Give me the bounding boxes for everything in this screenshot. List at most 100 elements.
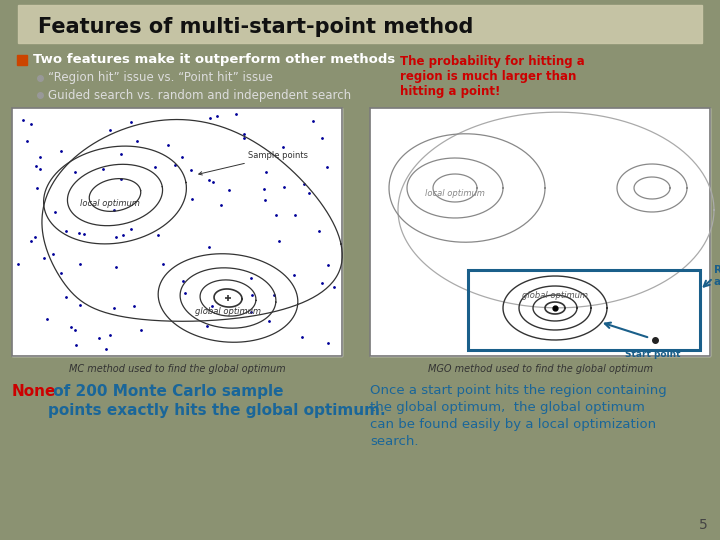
Point: [152, 230, 163, 239]
Point: [55, 269, 67, 278]
Text: local optimum: local optimum: [425, 188, 485, 198]
Point: [29, 233, 40, 242]
Point: [126, 118, 138, 126]
Point: [117, 231, 128, 239]
Text: The probability for hitting a: The probability for hitting a: [400, 55, 585, 68]
Point: [296, 333, 307, 341]
Point: [24, 120, 36, 129]
Point: [273, 237, 284, 245]
Point: [259, 196, 271, 205]
Point: [211, 112, 222, 120]
Text: “Region hit” issue vs. “Point hit” issue: “Region hit” issue vs. “Point hit” issue: [48, 71, 273, 84]
Point: [17, 115, 28, 124]
Point: [149, 163, 161, 171]
Point: [201, 322, 212, 330]
Point: [307, 117, 319, 125]
Point: [78, 230, 90, 238]
Point: [75, 301, 86, 309]
Text: hitting a point!: hitting a point!: [400, 85, 500, 98]
Point: [206, 301, 217, 310]
Point: [65, 323, 76, 332]
Point: [303, 188, 315, 197]
Text: Region of
attraction: Region of attraction: [714, 265, 720, 287]
Point: [31, 162, 42, 171]
Point: [104, 126, 115, 135]
Bar: [18, 5, 702, 43]
Point: [263, 317, 274, 326]
Point: [246, 273, 257, 282]
Point: [60, 226, 72, 235]
Point: [157, 260, 168, 268]
Text: region is much larger than: region is much larger than: [400, 70, 577, 83]
Text: MC method used to find the global optimum: MC method used to find the global optimu…: [68, 364, 285, 374]
Point: [48, 249, 59, 258]
Point: [321, 163, 333, 171]
Text: local optimum: local optimum: [80, 199, 140, 207]
Point: [108, 304, 120, 313]
Point: [288, 271, 300, 279]
Point: [170, 161, 181, 170]
Point: [279, 183, 290, 192]
Point: [204, 114, 215, 123]
Point: [115, 150, 127, 158]
Point: [277, 143, 289, 151]
Point: [230, 109, 242, 118]
Bar: [370, 108, 710, 356]
Text: 5: 5: [699, 518, 708, 532]
Point: [176, 152, 187, 161]
Point: [203, 242, 215, 251]
Point: [162, 141, 174, 150]
Point: [215, 200, 227, 209]
Point: [115, 174, 127, 183]
Point: [131, 137, 143, 145]
Point: [55, 146, 67, 155]
Point: [258, 185, 270, 193]
Bar: [12, 108, 342, 356]
Point: [323, 260, 334, 269]
Text: Two features make it outperform other methods: Two features make it outperform other me…: [33, 53, 395, 66]
Point: [34, 152, 45, 161]
Point: [298, 180, 310, 188]
Point: [12, 260, 24, 268]
Point: [260, 168, 271, 177]
Point: [125, 225, 137, 234]
Point: [316, 134, 328, 143]
Bar: [370, 108, 710, 356]
Point: [111, 232, 122, 241]
Point: [42, 314, 53, 323]
Point: [246, 291, 258, 299]
Point: [69, 167, 81, 176]
Point: [316, 279, 328, 287]
Text: Sample points: Sample points: [199, 151, 308, 175]
Text: MGO method used to find the global optimum: MGO method used to find the global optim…: [428, 364, 652, 374]
Point: [245, 308, 256, 317]
Bar: [468, 270, 700, 350]
Point: [238, 133, 250, 142]
Point: [224, 185, 235, 194]
Point: [271, 210, 282, 219]
Text: Guided search vs. random and independent search: Guided search vs. random and independent…: [48, 89, 351, 102]
Text: of 200 Monte Carlo sample
points exactly hits the global optimum.: of 200 Monte Carlo sample points exactly…: [48, 384, 386, 418]
Point: [22, 137, 33, 145]
Point: [185, 166, 197, 174]
Text: Features of multi-start-point method: Features of multi-start-point method: [38, 17, 473, 37]
Text: global optimum: global optimum: [195, 307, 261, 316]
Point: [74, 259, 86, 268]
Point: [35, 165, 46, 173]
Point: [98, 165, 109, 174]
Bar: [12, 108, 342, 356]
Point: [31, 184, 42, 193]
Text: None: None: [12, 384, 56, 399]
Point: [110, 262, 122, 271]
Point: [179, 289, 191, 298]
Point: [39, 254, 50, 262]
Point: [135, 326, 147, 334]
Point: [238, 130, 249, 138]
Point: [70, 341, 81, 349]
Point: [312, 227, 324, 235]
Point: [94, 334, 105, 342]
Point: [101, 344, 112, 353]
Point: [50, 208, 61, 217]
Point: [73, 228, 85, 237]
Point: [108, 206, 120, 215]
